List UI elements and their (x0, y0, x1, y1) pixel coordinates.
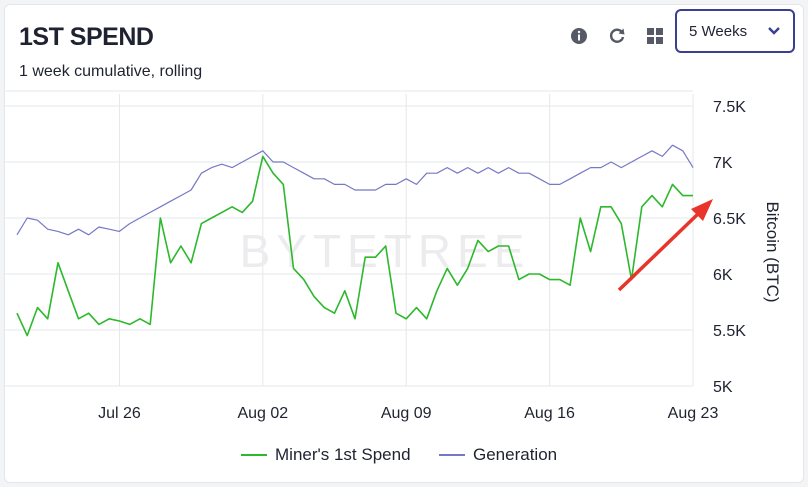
range-select[interactable]: 5 Weeks (675, 9, 795, 53)
y-tick-label: 7K (713, 155, 733, 172)
refresh-icon[interactable] (605, 24, 629, 48)
y-tick-label: 6.5K (713, 211, 746, 228)
spend-line (16, 155, 693, 337)
annotation-arrow (617, 199, 713, 292)
x-tick-label: Jul 26 (98, 405, 141, 422)
grid-icon[interactable] (643, 24, 667, 48)
x-tick-label: Aug 02 (237, 405, 288, 422)
legend-swatch-generation (439, 454, 465, 456)
legend-item-spend[interactable]: Miner's 1st Spend (241, 445, 411, 465)
info-icon[interactable] (567, 24, 591, 48)
chevron-down-icon (768, 27, 780, 35)
y-tick-label: 6K (713, 267, 733, 284)
x-tick-label: Aug 09 (381, 405, 432, 422)
page-title: 1ST SPEND (19, 23, 154, 51)
chart-subtitle: 1 week cumulative, rolling (19, 63, 203, 80)
x-tick-label: Aug 23 (668, 405, 719, 422)
legend-item-generation[interactable]: Generation (439, 445, 557, 465)
chart-card: 1ST SPEND 1 week cumulative, rolling 5 W… (4, 4, 804, 483)
range-select-value: 5 Weeks (689, 22, 748, 40)
generation-line (16, 144, 694, 236)
y-tick-label: 7.5K (713, 99, 746, 116)
y-axis-label: Bitcoin (BTC) (763, 201, 782, 302)
legend-swatch-spend (241, 454, 267, 456)
legend-label-generation: Generation (473, 445, 558, 464)
y-tick-label: 5.5K (713, 323, 746, 340)
y-tick-label: 5K (713, 379, 733, 396)
x-tick-label: Aug 16 (524, 405, 575, 422)
legend-label-spend: Miner's 1st Spend (275, 445, 411, 464)
